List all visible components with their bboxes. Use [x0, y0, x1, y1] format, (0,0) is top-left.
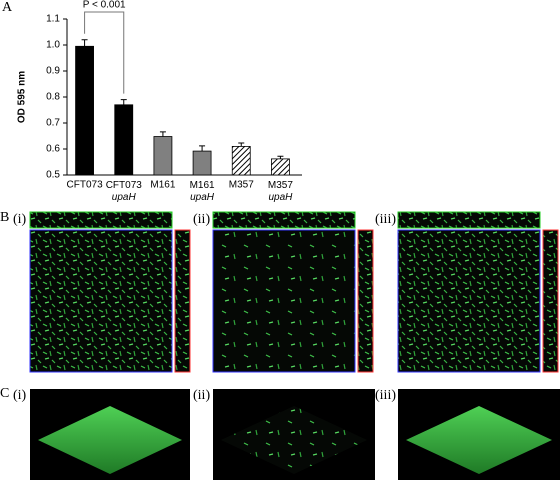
image [174, 229, 191, 373]
confocal-images [29, 211, 559, 373]
image [397, 229, 541, 373]
image [29, 229, 173, 373]
image [542, 229, 559, 373]
x-tick-label: M357 upaH [268, 180, 293, 203]
image [212, 211, 356, 229]
panel-label: A [2, 0, 13, 15]
bar [192, 150, 212, 176]
image [29, 211, 173, 229]
image [357, 229, 374, 373]
surface [221, 406, 367, 474]
surface [38, 406, 182, 474]
error-bar [159, 131, 166, 137]
x-tick-label: CFT073 [67, 180, 104, 191]
bar [153, 136, 173, 176]
image [397, 211, 541, 229]
significance-bracket [84, 11, 125, 94]
x-tick-label: M161 [150, 180, 175, 191]
x-tick-label: M161 upaH [190, 180, 215, 203]
error-bar [81, 39, 88, 47]
surface [406, 406, 552, 474]
y-tick-label: 1.1 [46, 14, 60, 25]
bar [231, 145, 251, 176]
image-label: (i) [13, 212, 27, 227]
error-bar [199, 145, 206, 152]
image-label: (iii) [375, 212, 396, 227]
x-tick-label: M357 [229, 180, 254, 191]
panel-label: C [0, 386, 9, 401]
panel-label: B [0, 210, 9, 225]
y-tick-label: 0.6 [46, 144, 60, 155]
error-bar [238, 142, 245, 147]
bar [271, 158, 290, 176]
y-tick-label: 1.0 [46, 40, 60, 51]
y-tick-label: 0.5 [46, 170, 60, 181]
3d-images [30, 389, 560, 480]
bar [75, 45, 94, 176]
image [212, 229, 356, 373]
y-tick-label: 0.9 [46, 66, 60, 77]
image-label: (ii) [193, 388, 210, 403]
image-label: (iii) [375, 388, 396, 403]
y-tick-label: 0.7 [46, 118, 60, 129]
x-tick-label: CFT073 upaH [106, 180, 143, 203]
annotation: P < 0.001 [83, 0, 126, 11]
error-bar [120, 99, 127, 105]
y-tick-label: 0.8 [46, 92, 60, 103]
image-label: (i) [13, 388, 27, 403]
image-label: (ii) [193, 212, 210, 227]
error-bar [277, 155, 284, 159]
bar [114, 104, 134, 176]
y-axis-label: OD 595 nm [17, 71, 28, 123]
